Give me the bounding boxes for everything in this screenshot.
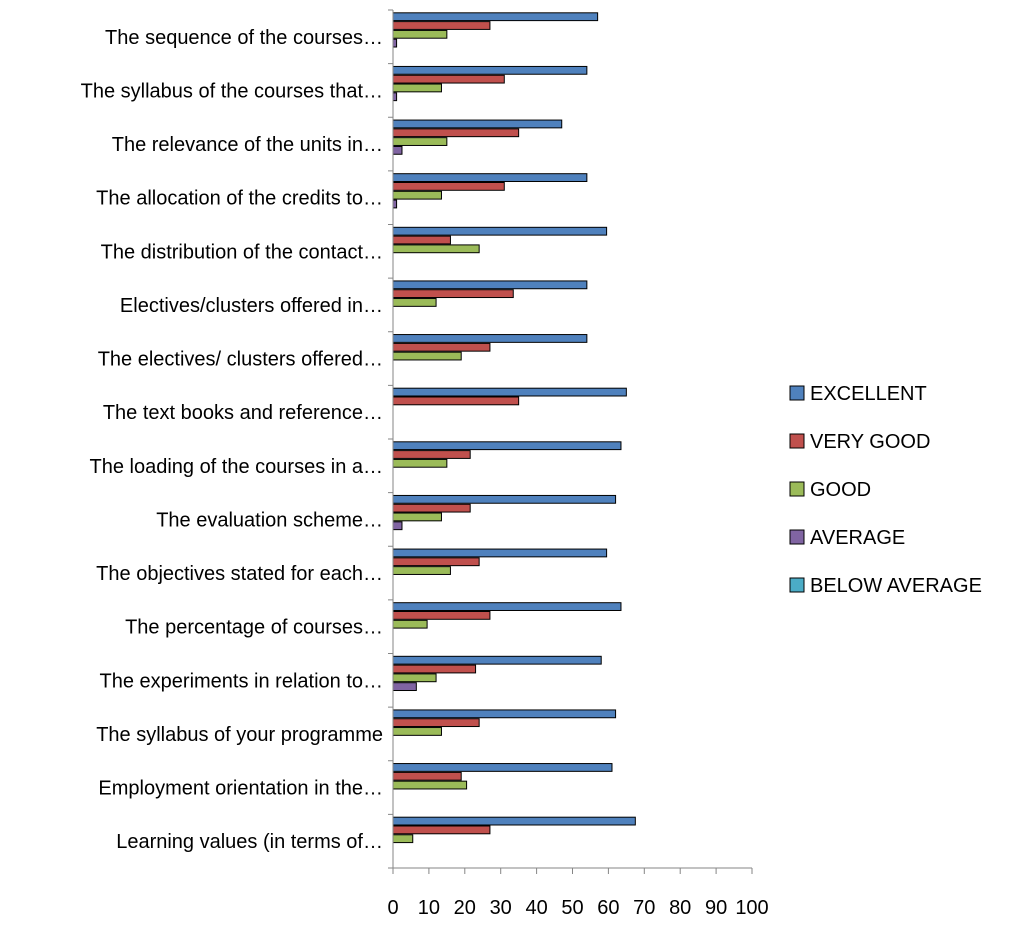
category-label: The loading of the courses in a… xyxy=(89,456,383,478)
category-label: Employment orientation in the… xyxy=(98,778,383,800)
category-label: The sequence of the courses… xyxy=(105,27,383,49)
bar-good xyxy=(392,780,468,790)
category-label: Learning values (in terms of… xyxy=(116,831,383,853)
bar-excellent xyxy=(392,280,588,290)
x-tick-label: 0 xyxy=(387,897,398,919)
category-label: The allocation of the credits to… xyxy=(96,188,383,210)
bar-excellent xyxy=(392,441,622,451)
legend-swatch xyxy=(789,481,805,497)
legend-label: AVERAGE xyxy=(810,527,905,549)
bar-excellent xyxy=(392,602,622,611)
bar-good xyxy=(392,566,451,575)
bar-good xyxy=(392,190,442,200)
bar-good xyxy=(392,834,414,844)
category-label: The syllabus of your programme xyxy=(96,724,383,746)
category-label: The percentage of courses… xyxy=(125,617,383,639)
bar-good xyxy=(392,29,448,39)
legend-swatch xyxy=(789,529,805,545)
bar-excellent xyxy=(392,226,608,236)
bar-excellent xyxy=(392,119,563,129)
x-tick-label: 10 xyxy=(418,897,440,919)
bar-good xyxy=(392,244,480,254)
legend-label: VERY GOOD xyxy=(810,431,930,453)
bar-excellent xyxy=(392,709,617,719)
legend-swatch xyxy=(789,577,805,593)
bar-good xyxy=(392,137,448,146)
bar-good xyxy=(392,727,442,736)
category-label: The text books and reference… xyxy=(103,402,383,424)
legend-label: GOOD xyxy=(810,479,871,501)
bar-good xyxy=(392,673,437,683)
bar-very-good xyxy=(392,342,491,352)
bar-very-good xyxy=(392,610,491,620)
bar-excellent xyxy=(392,387,627,397)
category-label: The experiments in relation to… xyxy=(100,670,383,692)
bar-good xyxy=(392,619,428,629)
bar-very-good xyxy=(392,128,520,138)
bar-good xyxy=(392,83,442,93)
legend-label: BELOW AVERAGE xyxy=(810,575,982,597)
legend-swatch xyxy=(789,433,805,449)
bar-excellent xyxy=(392,12,599,22)
x-tick-label: 90 xyxy=(705,897,727,919)
bar-excellent xyxy=(392,334,588,343)
bar-very-good xyxy=(392,181,505,191)
bar-average xyxy=(392,92,398,102)
bar-good xyxy=(392,298,437,307)
bar-very-good xyxy=(392,74,505,84)
category-label: Electives/clusters offered in… xyxy=(120,295,383,317)
bar-good xyxy=(392,458,448,468)
bar-very-good xyxy=(392,825,491,835)
bar-very-good xyxy=(392,289,514,299)
bar-average xyxy=(392,38,398,48)
x-tick-label: 40 xyxy=(525,897,547,919)
category-label: The evaluation scheme… xyxy=(156,509,383,531)
bar-very-good xyxy=(392,235,451,245)
bar-excellent xyxy=(392,816,636,826)
bar-very-good xyxy=(392,21,491,30)
category-label: The distribution of the contact… xyxy=(101,241,383,263)
bar-good xyxy=(392,512,442,522)
bar-average xyxy=(392,145,403,155)
x-tick-label: 30 xyxy=(490,897,512,919)
bar-good xyxy=(392,351,462,361)
x-tick-label: 50 xyxy=(561,897,583,919)
bar-very-good xyxy=(392,718,480,728)
bar-excellent xyxy=(392,763,613,772)
bar-excellent xyxy=(392,494,617,504)
bar-excellent xyxy=(392,65,588,75)
bar-very-good xyxy=(392,664,477,674)
bar-average xyxy=(392,521,403,531)
legend-label: EXCELLENT xyxy=(810,383,927,405)
bar-very-good xyxy=(392,503,471,513)
x-tick-label: 80 xyxy=(669,897,691,919)
category-label: The electives/ clusters offered… xyxy=(98,349,383,371)
bar-average xyxy=(392,199,398,209)
bar-very-good xyxy=(392,557,480,567)
bar-very-good xyxy=(392,771,462,781)
category-label: The syllabus of the courses that… xyxy=(81,80,383,102)
bar-very-good xyxy=(392,396,520,406)
bar-very-good xyxy=(392,450,471,459)
bar-excellent xyxy=(392,655,602,665)
bar-average xyxy=(392,682,417,692)
bar-excellent xyxy=(392,173,588,182)
category-label: The relevance of the units in… xyxy=(112,134,383,156)
x-tick-label: 100 xyxy=(735,897,768,919)
x-tick-label: 70 xyxy=(633,897,655,919)
x-tick-label: 20 xyxy=(454,897,476,919)
legend-swatch xyxy=(789,385,805,401)
bar-excellent xyxy=(392,548,608,558)
category-label: The objectives stated for each… xyxy=(96,563,383,585)
x-tick-label: 60 xyxy=(597,897,619,919)
